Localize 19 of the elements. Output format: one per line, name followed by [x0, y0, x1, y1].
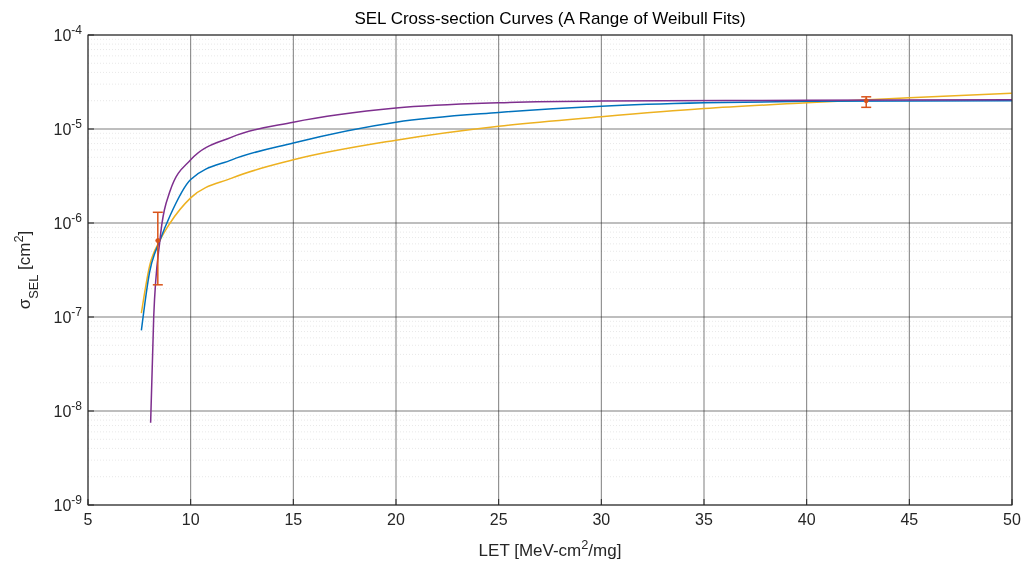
line-series [149, 98, 1013, 424]
x-tick-label: 45 [900, 511, 919, 528]
x-tick-label: 50 [1003, 511, 1021, 528]
y-tick-label: 10$^{-6}$ [53, 211, 83, 232]
x-tick-label: 10 [181, 511, 200, 528]
x-tick-label: 5 [83, 511, 93, 528]
x-tick-label: 15 [284, 511, 303, 528]
y-tick-label: 10$^{-9}$ [53, 493, 83, 514]
x-tick-label: 25 [489, 511, 508, 528]
x-axis-title: LET [MeV-cm$^{2}$/mg] [478, 536, 622, 560]
y-tick-label: 10$^{-8}$ [53, 399, 83, 420]
y-tick-label: 10$^{-5}$ [53, 117, 83, 138]
x-tick-label: 35 [695, 511, 713, 528]
x-tick-label: 20 [387, 511, 405, 528]
x-tick-label: 30 [592, 511, 611, 528]
x-tick-label: 40 [797, 511, 816, 528]
y-tick-label: 10$^{-7}$ [53, 305, 83, 326]
y-tick-label: 10$^{-4}$ [53, 23, 83, 44]
chart-title: SEL Cross-section Curves (A Range of Weibull Fits) [354, 9, 746, 28]
